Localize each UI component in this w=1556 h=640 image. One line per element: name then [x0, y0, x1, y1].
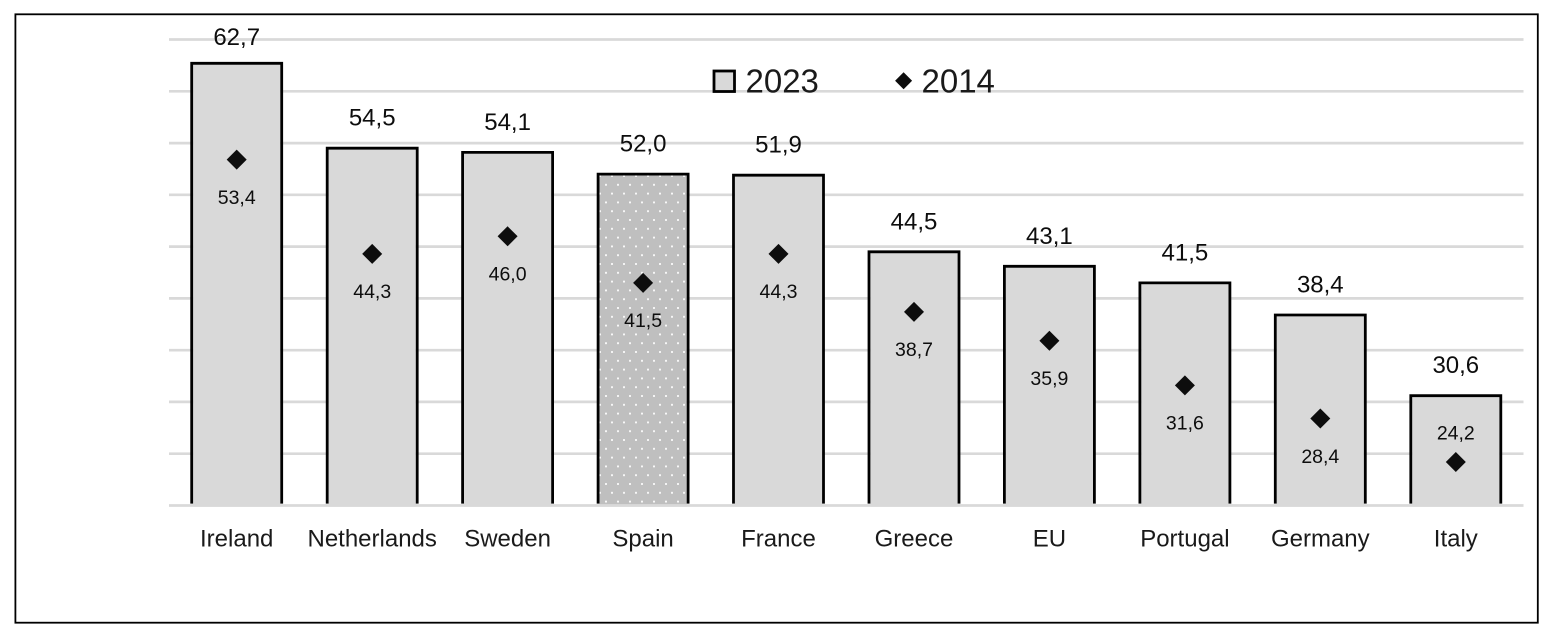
svg-text:46,0: 46,0 [489, 264, 527, 286]
svg-text:2023: 2023 [746, 62, 819, 99]
svg-text:Germany: Germany [1271, 525, 1370, 552]
svg-text:44,5: 44,5 [891, 208, 938, 235]
svg-text:41,5: 41,5 [624, 310, 662, 332]
svg-text:54,5: 54,5 [349, 105, 396, 132]
svg-text:62,7: 62,7 [213, 24, 260, 51]
svg-text:Portugal: Portugal [1140, 525, 1229, 552]
svg-text:24,2: 24,2 [1437, 422, 1475, 444]
svg-text:53,4: 53,4 [218, 187, 256, 209]
svg-text:Greece: Greece [875, 525, 954, 552]
svg-text:35,9: 35,9 [1030, 368, 1068, 390]
svg-text:51,9: 51,9 [755, 132, 802, 159]
svg-text:31,6: 31,6 [1166, 413, 1204, 435]
svg-text:38,4: 38,4 [1297, 272, 1344, 299]
svg-text:43,1: 43,1 [1026, 223, 1073, 250]
svg-text:28,4: 28,4 [1301, 446, 1339, 468]
svg-text:44,3: 44,3 [353, 281, 391, 303]
svg-text:52,0: 52,0 [620, 131, 667, 158]
svg-text:2014: 2014 [922, 62, 995, 99]
svg-text:Italy: Italy [1434, 525, 1478, 552]
svg-text:54,1: 54,1 [484, 109, 531, 136]
svg-text:38,7: 38,7 [895, 339, 933, 361]
svg-text:Spain: Spain [612, 525, 673, 552]
svg-text:30,6: 30,6 [1432, 352, 1479, 379]
svg-text:44,3: 44,3 [760, 281, 798, 303]
svg-text:41,5: 41,5 [1162, 239, 1209, 266]
svg-text:France: France [741, 525, 816, 552]
svg-text:Ireland: Ireland [200, 525, 273, 552]
svg-text:Sweden: Sweden [464, 525, 551, 552]
svg-text:Netherlands: Netherlands [307, 525, 436, 552]
svg-text:EU: EU [1033, 525, 1066, 552]
